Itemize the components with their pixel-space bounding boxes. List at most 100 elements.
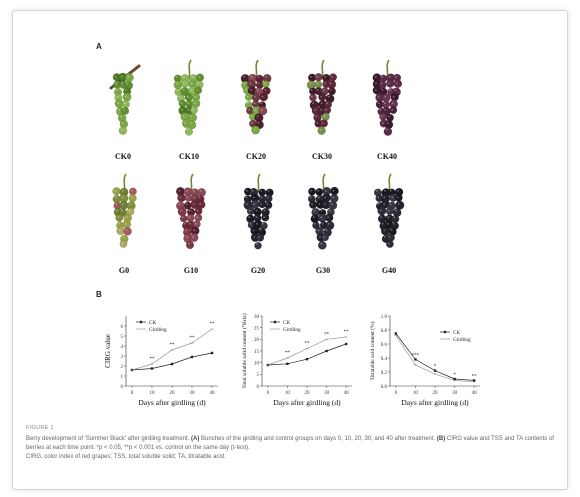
data-point-ck [472, 379, 476, 382]
x-tick-label: 30 [190, 391, 196, 396]
y-tick-label: 5 [121, 335, 124, 340]
x-tick-label: 40 [472, 391, 478, 396]
x-tick-label: 10 [150, 391, 156, 396]
data-point-ck [286, 362, 289, 366]
data-point-ck [394, 332, 398, 335]
legend-entry: CK [283, 320, 290, 326]
grape-bunch-2 [240, 59, 272, 135]
significance-mark: ** [210, 322, 216, 327]
bunch-label-ck40: CK40 [377, 152, 397, 161]
bunch-label-ck30: CK30 [312, 152, 332, 161]
y-axis-label: Titratable acid content (%) [369, 321, 376, 380]
y-tick-label: 6 [121, 325, 124, 330]
significance-mark: ** [170, 343, 176, 348]
significance-mark: ** [305, 342, 311, 347]
data-point-ck [190, 355, 194, 359]
significance-mark: ** [150, 357, 156, 362]
y-tick-label: 1.0 [381, 315, 388, 320]
grape-bunch-7 [243, 173, 274, 250]
y-tick-label: 30 [254, 315, 260, 320]
data-point-ck [344, 342, 348, 346]
figure-frame [12, 10, 568, 490]
grape-bunch-0 [109, 64, 141, 135]
x-tick-label: 0 [267, 391, 270, 396]
data-point-ck [453, 377, 456, 381]
bunch-label-g40: G40 [381, 266, 397, 275]
x-tick-label: 20 [170, 391, 176, 396]
bunch-label-ck20: CK20 [246, 152, 266, 161]
bunch-label-ck10: CK10 [179, 152, 199, 161]
bunch-label-g0: G0 [118, 266, 130, 275]
bunch-label-g20: G20 [250, 266, 266, 275]
grape-bunch-5 [112, 173, 137, 248]
bunch-label-g30: G30 [315, 266, 331, 275]
data-point-ck [210, 351, 214, 355]
significance-mark: * [453, 373, 456, 378]
bunch-label-ck0: CK0 [115, 152, 131, 161]
y-tick-label: 4 [121, 345, 124, 350]
x-axis-label: Days after girdling (d) [401, 398, 469, 407]
x-tick-label: 20 [433, 391, 439, 396]
panel-a-label: A [96, 42, 102, 51]
x-tick-label: 0 [395, 391, 398, 396]
bunch-label-g10: G10 [183, 266, 199, 275]
grape-bunch-8 [307, 173, 339, 250]
grape-bunch-3 [306, 59, 337, 135]
y-tick-label: 0 [257, 385, 260, 390]
legend-entry: CK [453, 330, 460, 336]
y-tick-label: 5 [257, 373, 260, 378]
y-tick-label: 2 [121, 365, 124, 370]
figure-number: FIGURE 1 [26, 425, 54, 431]
significance-mark: *** [412, 353, 420, 358]
y-tick-label: 0.6 [381, 343, 388, 348]
y-tick-label: 20 [254, 338, 260, 343]
data-point-ck [150, 367, 154, 370]
y-axis-label: Total soluble solid content (°Brix) [241, 313, 248, 388]
y-tick-label: 0.2 [381, 371, 388, 376]
y-tick-label: 25 [254, 326, 260, 331]
y-tick-label: 1 [121, 375, 124, 380]
chart-0: 0 1 2 3 4 5 6 0 10 20 30 40 Days after girdling (d) C… [104, 316, 218, 407]
caption-title: Berry development of 'Summer Black' afte… [26, 436, 190, 442]
x-tick-label: 0 [131, 391, 134, 396]
y-tick-label: 0 [121, 385, 124, 390]
x-axis-label: Days after girdling (d) [138, 398, 206, 407]
significance-mark: ** [324, 332, 330, 337]
y-tick-label: 0.4 [381, 357, 388, 362]
legend-entry: Girdling [283, 327, 301, 333]
x-tick-label: 40 [210, 391, 216, 396]
data-point-ck [433, 369, 437, 372]
grape-bunches-photo [109, 59, 405, 250]
x-axis-label: Days after girdling (d) [273, 398, 341, 407]
y-axis-label: CIRG value [104, 334, 112, 368]
caption-a-tag: (A) [191, 436, 200, 442]
y-tick-label: 0.8 [381, 329, 388, 334]
y-tick-label: 0.0 [381, 385, 388, 390]
caption-a-text: Bunches of the girdling and control grou… [201, 436, 436, 442]
x-tick-label: 10 [285, 391, 291, 396]
legend-entry: Girdling [453, 337, 471, 343]
series-line-ck [131, 352, 213, 371]
y-tick-label: 3 [121, 355, 124, 360]
grape-bunch-4 [372, 59, 403, 136]
significance-mark: ** [190, 336, 196, 341]
data-point-ck [170, 362, 174, 366]
x-tick-label: 20 [305, 391, 311, 396]
data-point-ck [414, 358, 417, 361]
grape-bunch-9 [373, 173, 405, 248]
grape-bunch-1 [173, 59, 205, 136]
significance-mark: ** [344, 330, 350, 335]
x-tick-label: 30 [452, 391, 458, 396]
significance-mark: ** [285, 351, 291, 356]
significance-mark: ** [472, 374, 478, 379]
grape-bunch-6 [175, 173, 207, 250]
panel-b-label: B [96, 290, 102, 299]
x-tick-label: 10 [413, 391, 419, 396]
caption-b-text: CIRG value and TSS and TA contents of be… [26, 436, 554, 451]
series-line-ck [267, 343, 347, 366]
x-tick-label: 30 [324, 391, 330, 396]
figure-caption: FIGURE 1 Berry development of 'Summer Bl… [26, 424, 556, 462]
